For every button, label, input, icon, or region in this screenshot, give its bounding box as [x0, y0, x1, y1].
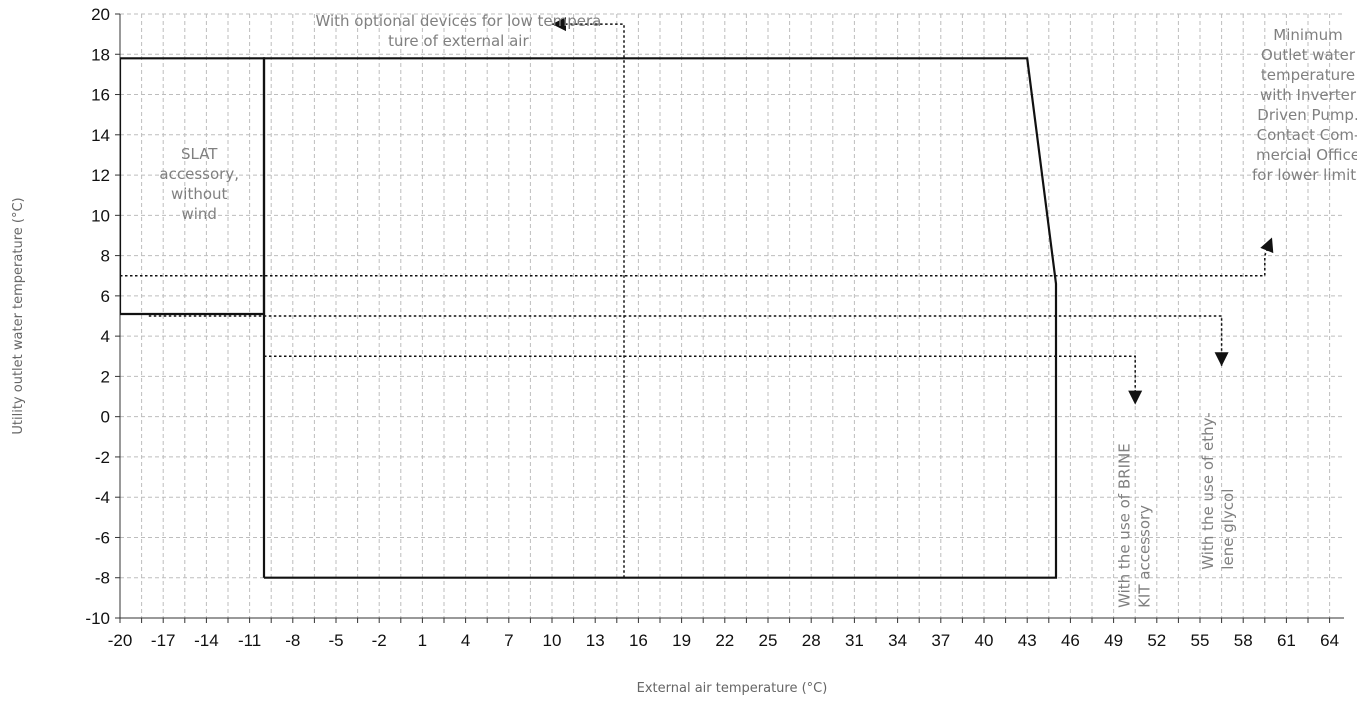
arrowhead-4 [1214, 352, 1229, 367]
x-tick-label: 34 [888, 631, 907, 650]
annotation-line: SLAT [181, 145, 218, 163]
tick-labels: -20 -17 -14 -11 -8 -5 -2 1 4 7 10 13 16 19 22 25 28 31 34 3… [85, 5, 1339, 650]
x-tick-label: -11 [238, 631, 261, 650]
annotations: SLAT accessory, without wind With optional d… [159, 12, 1357, 608]
dotted-limit-line-4 [148, 315, 1223, 367]
x-tick-label: 37 [931, 631, 950, 650]
y-tick-label: 12 [91, 166, 110, 185]
x-tick-label: 43 [1018, 631, 1037, 650]
x-tick-label: 28 [802, 631, 821, 650]
annotation-3: With the use of BRINE KIT accessory [1115, 443, 1153, 608]
y-tick-label: 10 [91, 206, 110, 225]
annotation-line: Minimum [1273, 26, 1343, 44]
annotation-0: SLAT accessory, without wind [159, 145, 239, 223]
annotation-line: temperature [1261, 66, 1355, 84]
y-tick-label: 6 [101, 287, 110, 306]
envelope-outline-1 [120, 57, 266, 316]
y-tick-label: -4 [95, 488, 110, 507]
x-tick-label: 7 [504, 631, 513, 650]
annotation-line: lene glycol [1219, 489, 1237, 570]
annotation-line: wind [181, 205, 216, 223]
x-tick-label: 58 [1234, 631, 1253, 650]
x-tick-label: -17 [151, 631, 176, 650]
annotation-line: With optional devices for low tempera [315, 12, 601, 30]
annotation-line: with Inverter [1260, 86, 1357, 104]
y-tick-label: 2 [101, 367, 110, 386]
x-tick-label: -14 [194, 631, 219, 650]
arrowhead-5 [1128, 390, 1143, 405]
y-tick-label: 0 [101, 408, 110, 427]
x-tick-label: 1 [418, 631, 427, 650]
x-tick-label: 19 [672, 631, 691, 650]
annotation-line: With the use of ethy- [1199, 412, 1217, 569]
x-tick-label: 40 [975, 631, 994, 650]
annotation-line: for lower limits [1252, 166, 1357, 184]
annotation-line: Driven Pump. [1257, 106, 1357, 124]
x-tick-label: -5 [328, 631, 343, 650]
x-tick-label: 31 [845, 631, 864, 650]
x-tick-label: 13 [586, 631, 605, 650]
annotation-line: With the use of BRINE [1115, 443, 1133, 608]
y-tick-label: 20 [91, 5, 110, 24]
x-tick-label: 22 [715, 631, 734, 650]
x-tick-label: 61 [1277, 631, 1296, 650]
x-tick-label: 46 [1061, 631, 1080, 650]
y-tick-label: 8 [101, 247, 110, 266]
y-axis-title: Utility outlet water temperature (°C) [11, 197, 26, 434]
x-tick-label: 10 [543, 631, 562, 650]
x-tick-label: 64 [1320, 631, 1339, 650]
y-tick-label: -2 [95, 448, 110, 467]
annotation-line: ture of external air [388, 32, 529, 50]
x-tick-label: 25 [759, 631, 778, 650]
x-axis-title: External air temperature (°C) [637, 681, 828, 696]
y-tick-label: -8 [95, 569, 110, 588]
annotation-line: Outlet water [1261, 46, 1356, 64]
series [120, 17, 1274, 579]
dotted-limit-line-2 [552, 23, 625, 578]
y-tick-label: 18 [91, 45, 110, 64]
dotted-limit-line-5 [264, 355, 1136, 405]
y-tick-label: -10 [85, 609, 110, 628]
annotation-1: With optional devices for low tempera tur… [315, 12, 601, 50]
x-tick-label: -8 [285, 631, 300, 650]
annotation-line: KIT accessory [1135, 505, 1153, 608]
annotation-4: With the use of ethy-lene glycol [1199, 412, 1237, 569]
x-tick-label: 16 [629, 631, 648, 650]
arrowhead-3 [1260, 237, 1274, 254]
axes [115, 13, 1344, 623]
x-tick-label: 52 [1147, 631, 1166, 650]
x-tick-label: 55 [1191, 631, 1210, 650]
annotation-line: Contact Com- [1257, 126, 1357, 144]
y-tick-label: -6 [95, 528, 110, 547]
x-tick-label: 4 [461, 631, 470, 650]
y-tick-label: 14 [91, 126, 110, 145]
arrowhead-2 [552, 17, 566, 32]
x-tick-label: 49 [1104, 631, 1123, 650]
y-tick-label: 4 [101, 327, 110, 346]
annotation-line: mercial Office [1256, 146, 1357, 164]
annotation-line: without [171, 185, 228, 203]
x-tick-label: -2 [372, 631, 387, 650]
dotted-limit-line-3 [120, 237, 1273, 277]
annotation-line: accessory, [159, 165, 239, 183]
x-tick-label: -20 [108, 631, 133, 650]
annotation-2: Minimum Outlet water temperature with Inver… [1252, 26, 1357, 184]
y-tick-label: 16 [91, 86, 110, 105]
